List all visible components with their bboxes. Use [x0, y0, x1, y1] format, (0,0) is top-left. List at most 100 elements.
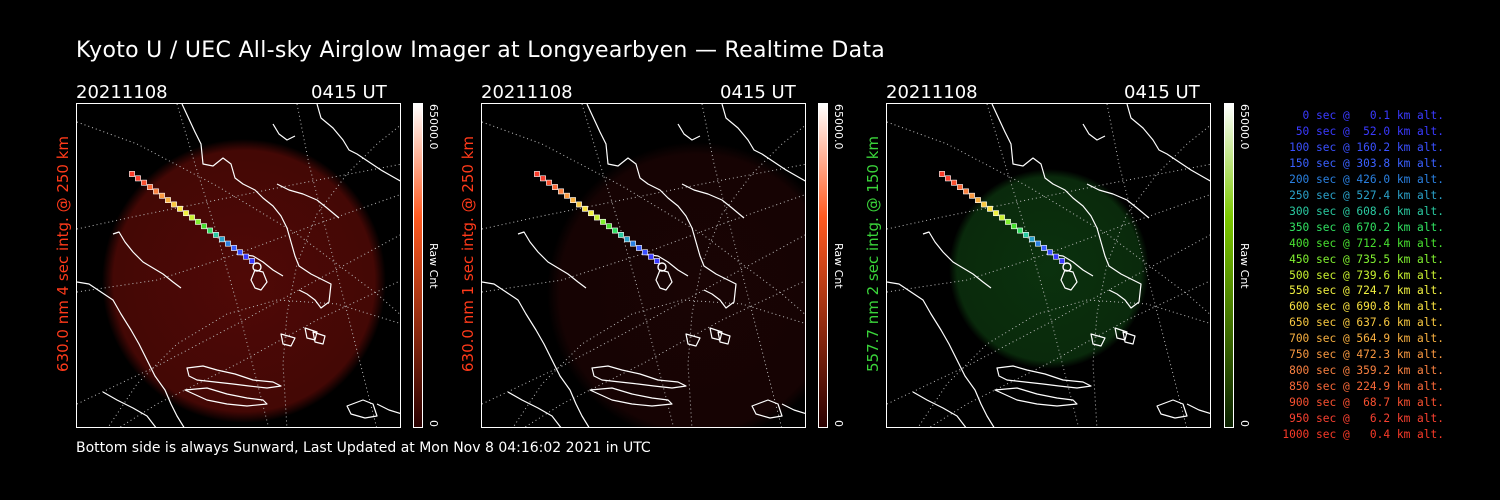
legend-entry: 550 sec @ 724.7 km alt.: [1282, 284, 1444, 298]
legend-entry: 950 sec @ 6.2 km alt.: [1282, 412, 1444, 426]
trajectory-marker: [582, 205, 588, 212]
coastline: [751, 399, 783, 419]
trajectory-marker: [558, 188, 564, 195]
trajectory-marker: [630, 240, 636, 247]
grid-line: [929, 280, 1210, 427]
coastline: [681, 183, 745, 219]
trajectory-marker: [618, 232, 624, 238]
grid-line: [482, 163, 805, 230]
trajectory-marker: [945, 175, 951, 182]
coastline: [655, 269, 673, 291]
trajectory-marker: [171, 201, 177, 208]
trajectory-marker: [564, 192, 570, 199]
legend-entry: 850 sec @ 224.9 km alt.: [1282, 380, 1444, 394]
trajectory-marker: [1035, 240, 1041, 247]
trajectory-marker: [225, 240, 231, 247]
grid-line: [887, 194, 1210, 293]
panel-3-colorbar: [1224, 103, 1234, 428]
legend-entry: 200 sec @ 426.0 km alt.: [1282, 172, 1444, 186]
panel-1-time: 0415 UT: [311, 82, 387, 103]
trajectory-marker: [546, 179, 552, 186]
trajectory-marker: [540, 175, 546, 182]
legend-entry: 100 sec @ 160.2 km alt.: [1282, 140, 1444, 154]
legend-entry: 500 sec @ 739.6 km alt.: [1282, 268, 1444, 282]
coastline: [721, 104, 805, 182]
coastline: [591, 365, 687, 389]
coastline: [685, 333, 701, 347]
legend-entry: 900 sec @ 68.7 km alt.: [1282, 396, 1444, 410]
panel-2-map: [481, 103, 806, 428]
coastline: [346, 399, 378, 419]
coastline: [996, 365, 1092, 389]
grid-line: [512, 299, 805, 427]
trajectory-marker: [642, 249, 648, 256]
trajectory-marker: [612, 227, 618, 234]
trajectory-marker: [588, 210, 594, 217]
trajectory-marker: [570, 197, 576, 203]
coastline: [922, 231, 992, 289]
grid-line: [77, 121, 400, 315]
legend-entry: 600 sec @ 690.8 km alt.: [1282, 300, 1444, 314]
trajectory-marker: [951, 179, 957, 186]
grid-line: [986, 104, 1080, 427]
coastline: [1122, 331, 1136, 345]
trajectory-marker: [981, 201, 987, 208]
trajectory-marker: [999, 214, 1005, 221]
coastline: [250, 269, 268, 291]
coastline: [77, 281, 185, 427]
grid-line: [887, 163, 1210, 230]
trajectory-marker: [189, 214, 195, 221]
launch-site-marker: [252, 262, 262, 272]
trajectory-marker: [165, 197, 171, 203]
coastline: [376, 403, 400, 415]
grid-line: [524, 280, 805, 427]
trajectory-marker: [147, 184, 153, 190]
coastline: [186, 365, 282, 389]
coastline: [887, 281, 995, 427]
panel-1-colorbar-max: 65000.0: [427, 104, 440, 150]
trajectory-marker: [594, 214, 600, 221]
legend-entry: 300 sec @ 608.6 km alt.: [1282, 204, 1444, 218]
grid-line: [107, 299, 400, 427]
grid-line: [887, 121, 1210, 315]
trajectory-marker: [636, 245, 642, 251]
panel-3-map-image: [887, 104, 1210, 427]
coastline: [1082, 123, 1106, 141]
launch-site-marker: [1062, 262, 1072, 272]
trajectory-marker: [135, 175, 141, 182]
trajectory-marker: [231, 245, 237, 251]
trajectory-marker: [1011, 223, 1017, 230]
trajectory-marker: [654, 258, 660, 264]
panel-2-time: 0415 UT: [720, 82, 796, 103]
panel-2-colorbar-max: 65000.0: [832, 104, 845, 150]
trajectory-marker: [975, 197, 981, 203]
panel-1-date: 20211108: [76, 82, 168, 103]
trajectory-marker: [987, 205, 993, 212]
trajectory-marker: [1017, 227, 1023, 234]
coastline: [677, 123, 701, 141]
trajectory-marker: [1005, 218, 1011, 225]
trajectory-marker: [1029, 236, 1035, 243]
launch-site-marker: [657, 262, 667, 272]
coastline: [1126, 104, 1210, 182]
coastline: [991, 104, 1142, 309]
trajectory-marker: [1059, 258, 1065, 264]
trajectory-marker: [576, 201, 582, 208]
trajectory-marker: [219, 236, 225, 243]
legend-entry: 50 sec @ 52.0 km alt.: [1282, 124, 1444, 138]
panel-3-colorbar-unit: Raw Cnt: [1238, 243, 1251, 289]
trajectory-marker: [969, 192, 975, 199]
panel-3-time: 0415 UT: [1124, 82, 1200, 103]
legend-entry: 250 sec @ 527.4 km alt.: [1282, 188, 1444, 202]
coastline: [507, 391, 562, 427]
coastline: [1186, 403, 1210, 415]
coastline: [112, 231, 182, 289]
panel-2-colorbar-min: 0: [832, 420, 845, 427]
coastline: [589, 387, 673, 407]
panel-1-map-image: [77, 104, 400, 427]
coastline: [482, 281, 590, 427]
panel-3-colorbar-min: 0: [1238, 420, 1251, 427]
trajectory-marker: [534, 171, 540, 177]
trajectory-marker: [1053, 253, 1059, 260]
trajectory-legend: 0 sec @ 0.1 km alt. 50 sec @ 52.0 km alt…: [1262, 108, 1444, 443]
